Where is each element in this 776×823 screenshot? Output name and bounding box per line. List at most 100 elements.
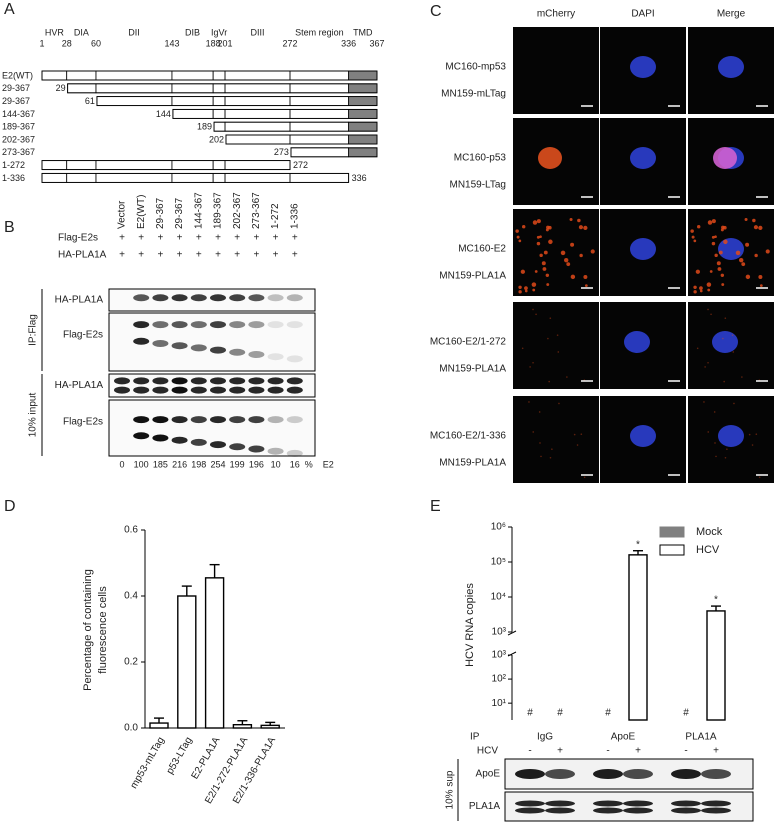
error-bar — [181, 585, 192, 596]
band — [210, 294, 226, 302]
start-label: 189 — [197, 122, 212, 132]
error-bar — [154, 717, 164, 724]
construct-bar — [225, 134, 378, 145]
row-label: MN159-PLA1A — [439, 364, 506, 375]
signal — [733, 402, 735, 405]
signal — [538, 147, 562, 169]
nucleus — [630, 56, 656, 78]
flag-sign: + — [234, 233, 240, 244]
domain-segment — [96, 96, 173, 106]
signal — [720, 273, 725, 277]
band — [229, 294, 246, 302]
band — [248, 416, 265, 424]
row-label: HA-PLA1A — [58, 250, 107, 261]
signal — [717, 267, 722, 271]
band — [545, 807, 575, 814]
signal — [515, 229, 519, 233]
bar — [177, 595, 197, 729]
domain-name: DII — [128, 27, 140, 37]
hcv-sign: - — [606, 746, 609, 757]
band — [248, 321, 265, 329]
micrograph — [513, 27, 599, 114]
quant-value: 196 — [249, 459, 264, 469]
panel-label: E — [430, 498, 441, 515]
row-label: MN159-PLA1A — [439, 271, 506, 282]
signal — [535, 313, 537, 316]
signal — [532, 431, 535, 433]
band — [133, 432, 150, 440]
panel-label: D — [4, 498, 16, 515]
signal — [549, 456, 552, 459]
flag-sign: + — [119, 233, 125, 244]
quant-value: 0 — [119, 459, 124, 469]
band — [248, 294, 265, 302]
hcv-sign: + — [635, 746, 641, 757]
x-tick-label: mp53-mLTag — [129, 735, 167, 790]
band — [133, 321, 150, 329]
signal — [758, 275, 763, 280]
flag-sign: + — [273, 233, 279, 244]
construct-name: E2(WT) — [2, 70, 33, 80]
signal — [711, 219, 716, 224]
signal — [707, 431, 710, 433]
band — [171, 342, 188, 350]
signal — [518, 290, 522, 294]
signal — [524, 286, 528, 290]
signal — [723, 239, 728, 245]
signal — [518, 239, 522, 243]
bar — [204, 577, 225, 729]
construct-name: 202-367 — [2, 134, 35, 144]
band — [171, 416, 188, 424]
blot-label: HA-PLA1A — [55, 295, 104, 306]
quant-value: 185 — [153, 459, 168, 469]
bar — [149, 722, 169, 729]
signal — [753, 225, 759, 230]
band — [210, 386, 226, 394]
legend-label: HCV — [696, 544, 720, 556]
domain-segment — [171, 96, 214, 106]
signal — [579, 253, 583, 258]
band — [267, 353, 284, 361]
band — [286, 294, 303, 302]
band — [133, 386, 150, 394]
signal — [532, 220, 538, 225]
annotation: # — [683, 708, 689, 719]
column-header: mCherry — [537, 9, 575, 20]
boundary-label: 60 — [91, 38, 101, 48]
nucleus — [630, 425, 656, 447]
micrograph — [513, 396, 599, 483]
band — [229, 321, 246, 329]
blot-label: Flag-E2s — [63, 417, 103, 428]
band — [248, 351, 265, 358]
signal — [536, 235, 540, 239]
band — [190, 416, 207, 424]
signal — [576, 444, 579, 446]
construct-bar — [172, 108, 378, 119]
signal — [545, 228, 549, 232]
band — [229, 386, 246, 394]
band — [545, 769, 575, 779]
signal — [539, 253, 543, 258]
quant-value: 10 — [271, 459, 281, 469]
domain-segment — [224, 121, 291, 132]
domain-segment — [225, 134, 291, 145]
quant-value: 199 — [230, 459, 245, 469]
band — [190, 294, 207, 302]
domain-segment — [348, 70, 378, 81]
band — [701, 800, 731, 807]
error-bar — [265, 721, 276, 726]
signal — [697, 225, 701, 229]
signal — [534, 270, 538, 273]
hcv-label: HCV — [477, 746, 498, 757]
blot-label: Flag-E2s — [63, 330, 103, 341]
domain-segment — [224, 109, 291, 119]
signal — [714, 253, 718, 258]
hcv-sign: + — [557, 746, 563, 757]
band — [152, 340, 169, 347]
nucleus — [712, 331, 738, 353]
signal — [570, 274, 576, 280]
signal — [539, 442, 541, 444]
domain-segment — [171, 172, 214, 183]
boundary-label: 188 — [206, 38, 221, 48]
signal — [573, 433, 576, 436]
